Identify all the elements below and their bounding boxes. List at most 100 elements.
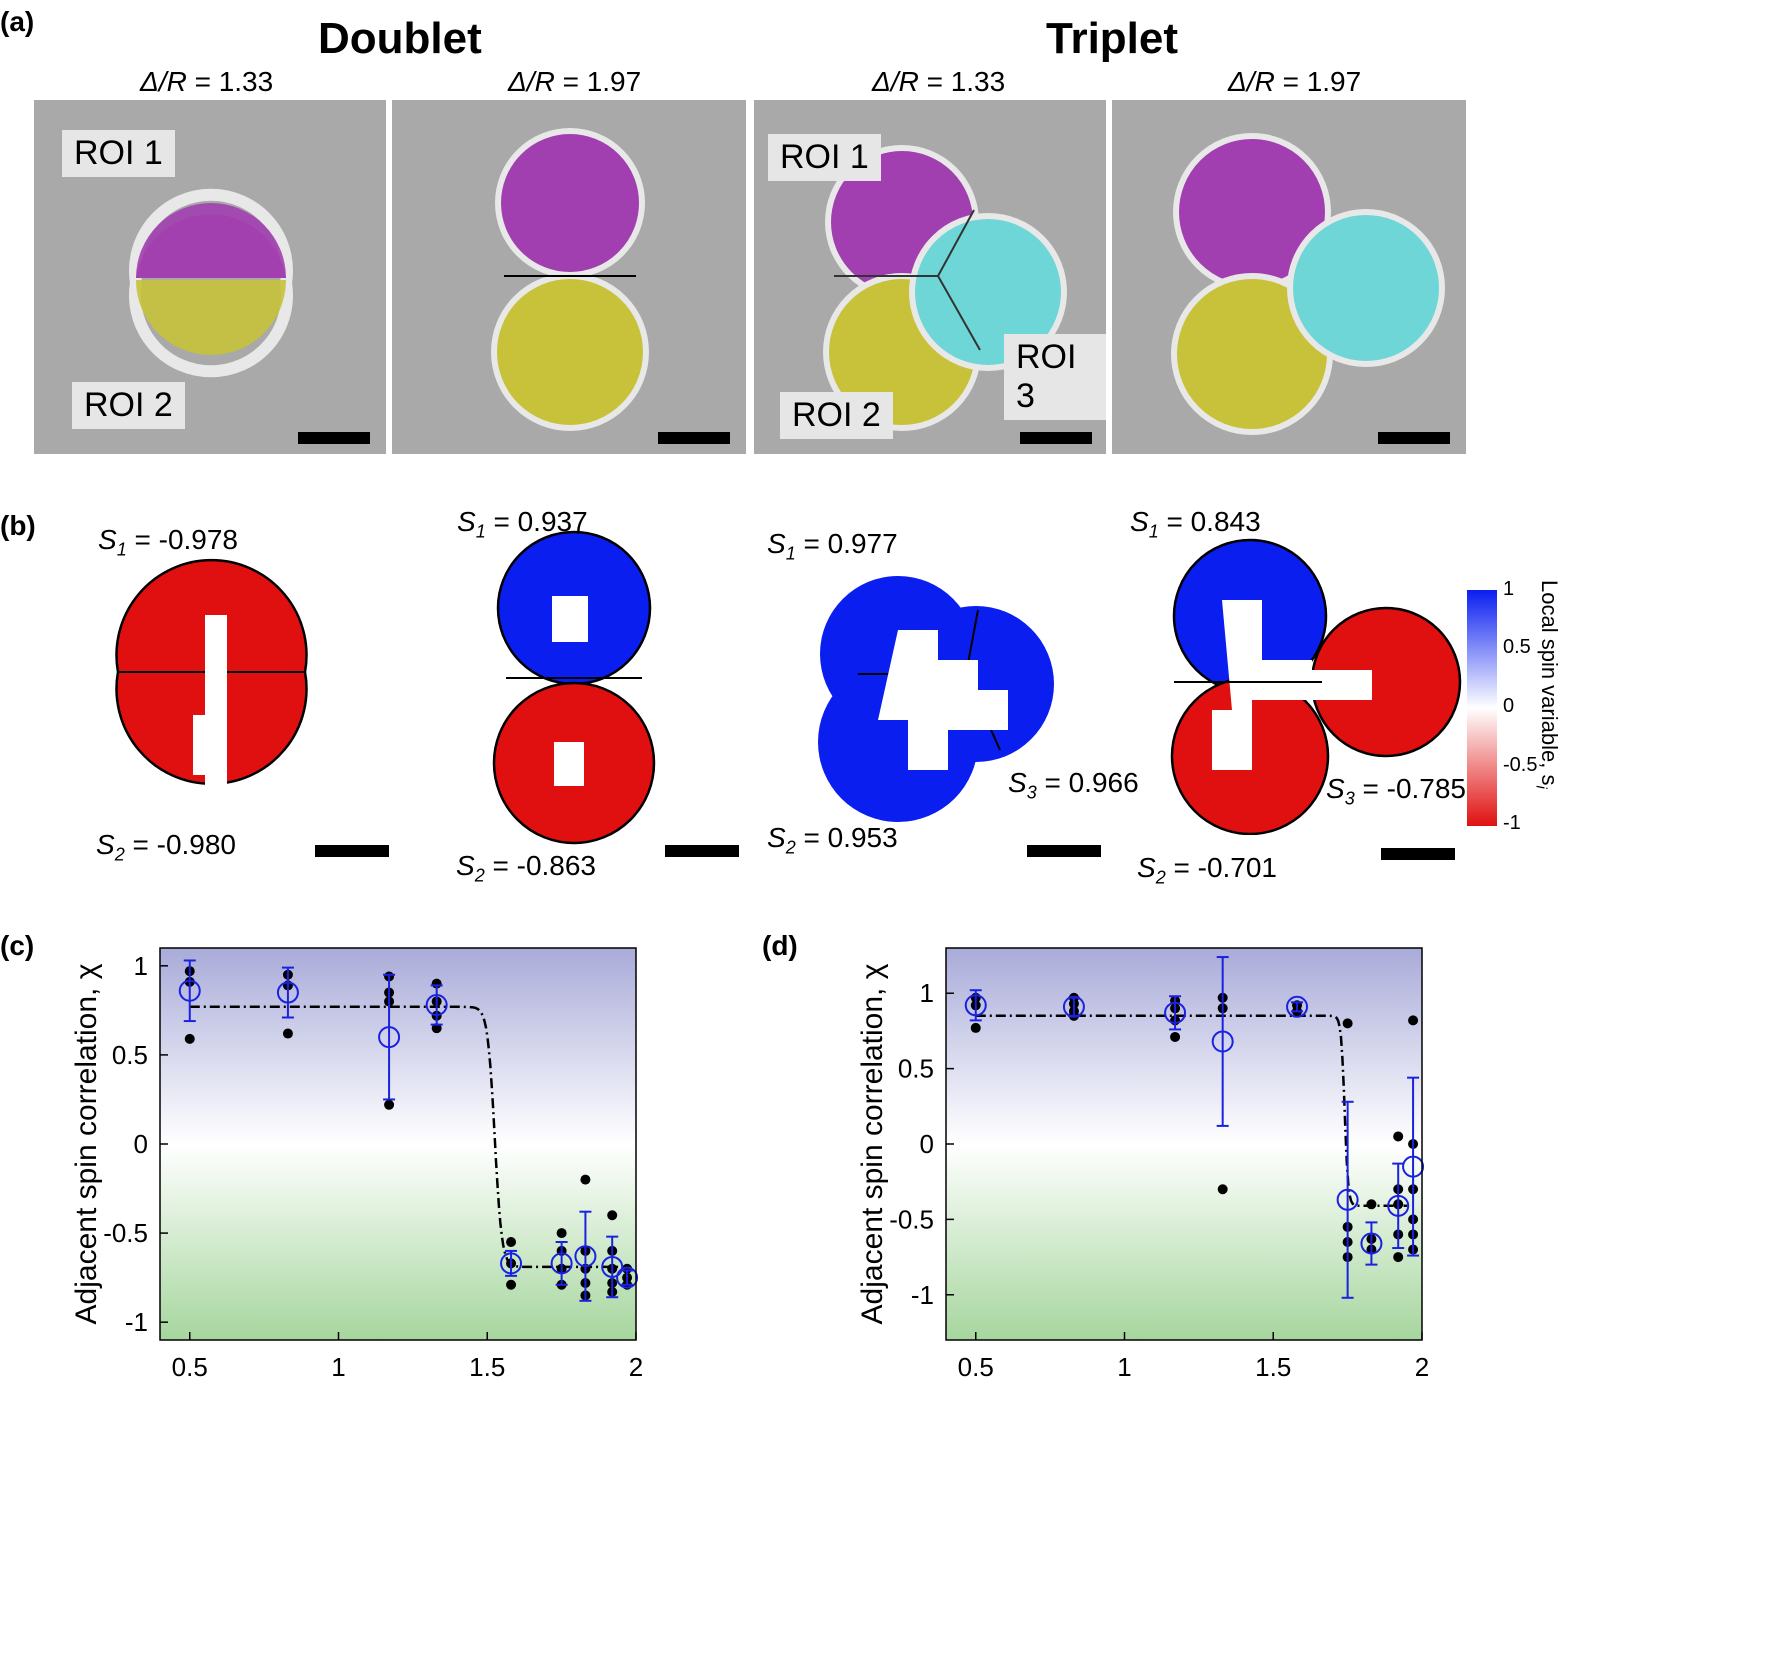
colorbar bbox=[1467, 590, 1497, 826]
ratio-label-3: Δ/R = 1.33 bbox=[872, 66, 1006, 97]
s1-label-2: S1 = 0.937 bbox=[457, 506, 588, 542]
data-point bbox=[506, 1237, 517, 1247]
mean-marker bbox=[425, 994, 448, 1017]
mean-marker bbox=[964, 994, 987, 1017]
s2-label-1: S2 = -0.980 bbox=[96, 829, 237, 865]
data-point bbox=[506, 1279, 517, 1290]
data-point bbox=[1170, 1031, 1181, 1042]
mean-marker bbox=[601, 1255, 624, 1278]
y-tick-label: 0.5 bbox=[898, 1054, 934, 1084]
scale-bar bbox=[298, 432, 370, 444]
ratio-label-2: Δ/R = 1.97 bbox=[508, 66, 642, 97]
mean-marker bbox=[178, 979, 201, 1002]
colorbar-tick: 0.5 bbox=[1503, 636, 1531, 658]
scale-bar bbox=[1381, 848, 1455, 860]
x-tick-label: 0.5 bbox=[958, 1352, 994, 1382]
mean-marker bbox=[1387, 1194, 1410, 1217]
mean-marker bbox=[1164, 1001, 1187, 1024]
scale-bar bbox=[1027, 845, 1101, 857]
data-point bbox=[556, 1228, 567, 1239]
colorbar-tick: -0.5 bbox=[1503, 754, 1538, 776]
y-tick-label: 1 bbox=[920, 978, 934, 1008]
x-tick-label: 1 bbox=[331, 1352, 345, 1382]
data-point bbox=[1342, 1018, 1353, 1029]
mean-marker bbox=[500, 1252, 523, 1275]
roi-2-label: ROI 2 bbox=[780, 392, 893, 439]
s2-label-2: S2 = -0.863 bbox=[456, 850, 597, 886]
doublet-1-cells bbox=[129, 188, 293, 378]
ratio-label-4: Δ/R = 1.97 bbox=[1228, 66, 1362, 97]
data-point bbox=[1217, 1184, 1228, 1195]
panel-label-b: (b) bbox=[0, 510, 36, 541]
x-tick-label: 0.5 bbox=[172, 1352, 208, 1382]
s2-label-3: S2 = 0.953 bbox=[767, 822, 898, 858]
y-tick-label: 1 bbox=[134, 951, 148, 981]
x-tick-label: 1 bbox=[1117, 1352, 1131, 1382]
mean-marker bbox=[1211, 1030, 1234, 1053]
roi-3-label: ROI 3 bbox=[1004, 334, 1106, 420]
roi-1-label: ROI 1 bbox=[62, 130, 175, 177]
data-point bbox=[1393, 1252, 1404, 1263]
data-point bbox=[607, 1210, 618, 1221]
spin-map-triplet-2 bbox=[1170, 538, 1462, 835]
spin-map-doublet-2 bbox=[492, 530, 656, 845]
data-point bbox=[1393, 1131, 1404, 1142]
spin-map-triplet-1 bbox=[818, 576, 1054, 822]
x-tick-label: 2 bbox=[629, 1352, 643, 1382]
data-point bbox=[384, 1099, 395, 1110]
s1-label-4: S1 = 0.843 bbox=[1130, 506, 1261, 542]
data-point bbox=[1366, 1199, 1377, 1210]
mean-marker bbox=[616, 1266, 639, 1289]
colorbar-tick: 1 bbox=[1503, 578, 1515, 600]
ratio-label-1: Δ/R = 1.33 bbox=[140, 66, 274, 97]
micrograph-triplet-2 bbox=[1112, 100, 1466, 454]
data-point bbox=[1408, 1015, 1419, 1026]
data-point bbox=[282, 1028, 293, 1039]
y-tick-label: 0 bbox=[920, 1129, 934, 1159]
triplet-1-cells bbox=[823, 145, 1067, 431]
x-tick-label: 2 bbox=[1415, 1352, 1429, 1382]
s1-label-3: S1 = 0.977 bbox=[767, 528, 898, 564]
scale-bar bbox=[658, 432, 730, 444]
micrograph-triplet-1: ROI 1 ROI 2 ROI 3 bbox=[754, 100, 1106, 454]
mean-marker bbox=[1336, 1188, 1359, 1211]
s3-label-3: S3 = 0.966 bbox=[1008, 767, 1139, 803]
mean-marker bbox=[1360, 1232, 1383, 1255]
data-point bbox=[184, 1033, 195, 1044]
data-point bbox=[431, 1023, 442, 1034]
data-point bbox=[970, 1022, 981, 1033]
scale-bar bbox=[1378, 432, 1450, 444]
spin-map-doublet-1 bbox=[115, 559, 308, 805]
panel-label-c: (c) bbox=[0, 930, 35, 961]
x-tick-label: 1.5 bbox=[1255, 1352, 1291, 1382]
mean-marker bbox=[574, 1245, 597, 1268]
x-tick-label: 1.5 bbox=[469, 1352, 505, 1382]
data-point bbox=[580, 1174, 591, 1185]
y-axis-label: Adjacent spin correlation, χ bbox=[856, 963, 889, 1324]
panel-label-d: (d) bbox=[762, 930, 798, 961]
colorbar-label: Local spin variable, si bbox=[1532, 580, 1562, 789]
panel-label-a: (a) bbox=[0, 6, 35, 37]
s1-label-1: S1 = -0.978 bbox=[98, 524, 239, 560]
scale-bar bbox=[665, 845, 739, 857]
y-tick-label: -1 bbox=[911, 1280, 934, 1310]
triplet-2-cells bbox=[1171, 133, 1445, 435]
triplet-title: Triplet bbox=[1046, 14, 1179, 63]
mean-marker bbox=[1062, 995, 1085, 1018]
fit-curve bbox=[975, 1014, 1408, 1208]
scale-bar bbox=[315, 845, 389, 857]
s3-label-4: S3 = -0.785 bbox=[1326, 773, 1467, 809]
scale-bar bbox=[1020, 432, 1092, 444]
y-axis-label: Adjacent spin correlation, χ bbox=[70, 963, 103, 1324]
colorbar-tick: 0 bbox=[1503, 695, 1515, 717]
y-tick-label: -0.5 bbox=[889, 1204, 934, 1234]
mean-marker bbox=[378, 1026, 401, 1049]
mean-marker bbox=[550, 1252, 573, 1275]
fit-curve bbox=[189, 1005, 622, 1269]
y-tick-label: 0 bbox=[134, 1129, 148, 1159]
mean-marker bbox=[1402, 1155, 1425, 1178]
plot-background bbox=[946, 948, 1422, 1340]
y-tick-label: -0.5 bbox=[103, 1218, 148, 1248]
